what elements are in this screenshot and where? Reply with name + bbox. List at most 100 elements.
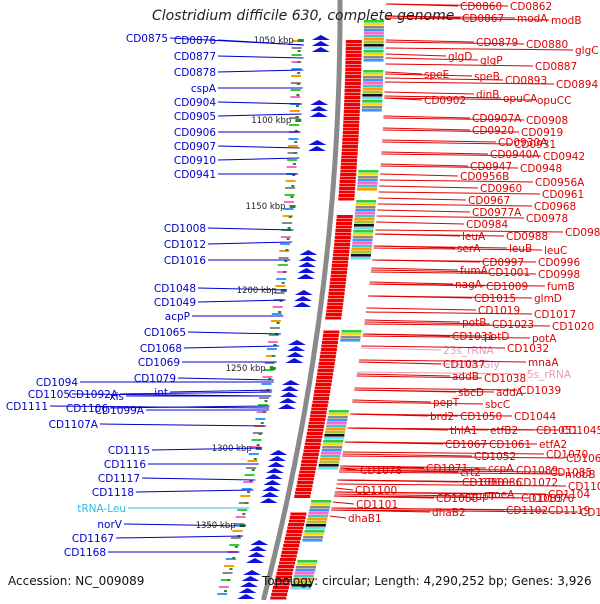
- label-connector: [359, 359, 527, 363]
- gene-arrow-left: [298, 256, 317, 261]
- left-gene-label: CD0904: [174, 97, 216, 109]
- left-gene-label: CD1106: [66, 403, 108, 415]
- gene-arrow-left: [297, 268, 316, 273]
- gene-arrow: [336, 215, 353, 218]
- label-connector: [385, 15, 516, 19]
- gene-arrow: [345, 50, 362, 54]
- left-gene-label: tRNA-Leu: [77, 503, 126, 515]
- gene-cluster-block: [304, 530, 325, 533]
- gene-arrow: [308, 421, 325, 425]
- minor-feature: [270, 320, 281, 322]
- label-connector: [381, 153, 542, 157]
- gene-arrow: [307, 428, 324, 432]
- gene-arrow: [273, 582, 290, 586]
- label-connector: [369, 281, 454, 285]
- right-gene-label: CD1037: [443, 359, 485, 371]
- gene-cluster-block: [363, 29, 384, 32]
- gene-arrow: [342, 141, 359, 145]
- right-gene-label: CD0908: [526, 115, 568, 127]
- gene-arrow: [305, 439, 322, 442]
- minor-feature: [251, 439, 262, 441]
- left-gene-label: CD0905: [174, 111, 216, 123]
- gene-arrow-left: [311, 41, 330, 46]
- gene-arrow: [331, 264, 348, 267]
- gene-arrow: [328, 288, 345, 292]
- gene-cluster-block: [322, 443, 343, 446]
- right-gene-label: CD1076: [532, 493, 574, 505]
- gene-arrow: [297, 481, 314, 484]
- gene-arrow: [284, 537, 301, 540]
- minor-feature: [266, 348, 277, 350]
- right-gene-label: thlA1: [450, 425, 478, 437]
- gene-cluster-block: [324, 434, 345, 437]
- gene-arrow-left: [268, 456, 287, 461]
- gene-arrow-left: [240, 582, 258, 587]
- label-connector: [382, 139, 497, 143]
- left-gene-label: CD1111: [6, 401, 48, 413]
- right-gene-label: CD1001: [488, 267, 530, 279]
- minor-feature: [265, 355, 276, 357]
- label-connector: [337, 479, 479, 483]
- gene-arrow: [275, 575, 292, 579]
- label-connector: [109, 405, 270, 409]
- gene-cluster-block: [363, 41, 384, 44]
- gene-arrow: [331, 271, 347, 274]
- right-gene-label: CD1063: [566, 453, 600, 465]
- gene-arrow-left: [285, 358, 304, 363]
- right-gene-label: CD0931: [514, 139, 556, 151]
- minor-tick: [256, 444, 260, 446]
- label-connector: [197, 299, 286, 303]
- left-gene-label: CD1079: [134, 373, 176, 385]
- minor-feature: [222, 572, 233, 574]
- right-gene-label: CD0967: [468, 195, 510, 207]
- right-gene-label: CD1017: [534, 309, 576, 321]
- label-connector: [347, 427, 560, 431]
- minor-feature: [269, 327, 280, 329]
- right-gene-label: leuB: [509, 243, 532, 255]
- gene-arrow: [304, 446, 321, 449]
- gene-cluster-block: [320, 455, 341, 458]
- gene-arrow: [339, 176, 356, 180]
- right-gene-label: CD1088: [436, 493, 478, 505]
- gene-arrow: [282, 547, 299, 551]
- gene-arrow: [344, 92, 361, 96]
- gene-arrow: [344, 106, 360, 110]
- gene-arrow-left: [310, 100, 329, 105]
- label-connector: [207, 227, 294, 231]
- gene-arrow: [332, 257, 349, 260]
- label-connector: [339, 467, 515, 471]
- gene-arrow: [312, 400, 329, 404]
- gene-cluster-block: [364, 23, 384, 26]
- gene-arrow-left: [262, 486, 281, 491]
- label-connector: [364, 319, 461, 323]
- gene-arrow: [301, 460, 318, 463]
- gene-arrow: [300, 463, 317, 467]
- minor-tick: [288, 216, 292, 218]
- gene-cluster-block: [357, 182, 378, 185]
- minor-feature: [282, 222, 293, 224]
- label-connector: [369, 283, 546, 287]
- left-gene-label: CD1012: [164, 239, 206, 251]
- minor-tick: [291, 185, 295, 187]
- gene-arrow: [345, 75, 362, 78]
- label-connector: [376, 215, 525, 219]
- label-connector: [375, 229, 564, 233]
- right-gene-label: CD0893: [505, 75, 547, 87]
- minor-tick: [247, 491, 251, 493]
- gene-cluster-block: [353, 227, 374, 230]
- gene-arrow: [322, 334, 339, 337]
- left-gene-label: CD1105: [28, 389, 70, 401]
- gene-cluster-block: [362, 103, 383, 106]
- gene-cluster-block: [305, 524, 326, 527]
- gene-arrow-left: [279, 392, 298, 397]
- label-connector: [382, 127, 471, 131]
- kbp-tick-label: 1050 kbp: [254, 36, 294, 46]
- label-connector: [339, 469, 549, 473]
- gene-arrow: [333, 253, 349, 257]
- gene-arrow-left: [278, 398, 297, 403]
- right-gene-label: CD0894: [556, 79, 598, 91]
- minor-feature: [252, 432, 263, 434]
- gene-arrow: [345, 64, 362, 68]
- gene-arrow: [308, 425, 325, 428]
- right-gene-label: etfB2: [490, 425, 518, 437]
